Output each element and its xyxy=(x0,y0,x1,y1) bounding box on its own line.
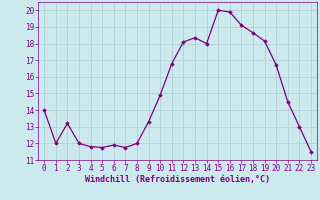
X-axis label: Windchill (Refroidissement éolien,°C): Windchill (Refroidissement éolien,°C) xyxy=(85,175,270,184)
